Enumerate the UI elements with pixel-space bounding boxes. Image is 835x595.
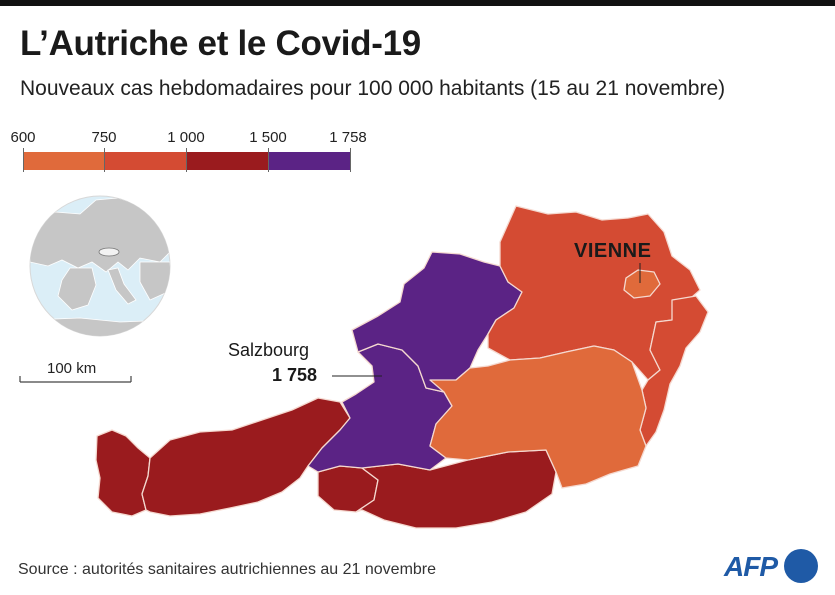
chart-subtitle: Nouveaux cas hebdomadaires pour 100 000 … xyxy=(20,77,726,100)
region-vorarlberg xyxy=(95,429,151,517)
legend-tick xyxy=(350,148,351,172)
legend-swatch-1500-1758 xyxy=(268,152,350,170)
chart-title: L’Autriche et le Covid-19 xyxy=(20,24,421,63)
legend-tick xyxy=(268,148,269,172)
region-vienna xyxy=(623,269,661,299)
legend-label-600: 600 xyxy=(10,129,36,146)
afp-logo: AFP xyxy=(724,551,778,582)
scale-bar xyxy=(19,376,132,383)
legend-tick xyxy=(104,148,105,172)
legend-tick xyxy=(186,148,187,172)
legend-label-750: 750 xyxy=(91,129,117,146)
legend-label-1500: 1 500 xyxy=(249,129,287,146)
region-carinthia xyxy=(355,449,557,529)
austria-locator-marker xyxy=(98,247,120,257)
region-styria xyxy=(429,345,647,489)
legend-swatch-750-1000 xyxy=(104,152,186,170)
scale-label: 100 km xyxy=(47,360,97,377)
locator-globe xyxy=(29,195,171,337)
legend-tick xyxy=(23,148,24,172)
label-salzburg-value: 1 758 xyxy=(272,365,318,385)
label-vienna: VIENNE xyxy=(574,240,652,262)
legend-swatch-600-750 xyxy=(23,152,104,170)
legend-label-1000: 1 000 xyxy=(167,129,205,146)
austria-map xyxy=(95,205,709,529)
legend-label-1758: 1 758 xyxy=(329,129,367,146)
legend-swatch-1000-1500 xyxy=(186,152,268,170)
top-rule xyxy=(0,0,835,6)
afp-logo-dot xyxy=(784,549,818,583)
label-salzburg: Salzbourg xyxy=(228,340,310,360)
source-note: Source : autorités sanitaires autrichien… xyxy=(18,561,437,578)
